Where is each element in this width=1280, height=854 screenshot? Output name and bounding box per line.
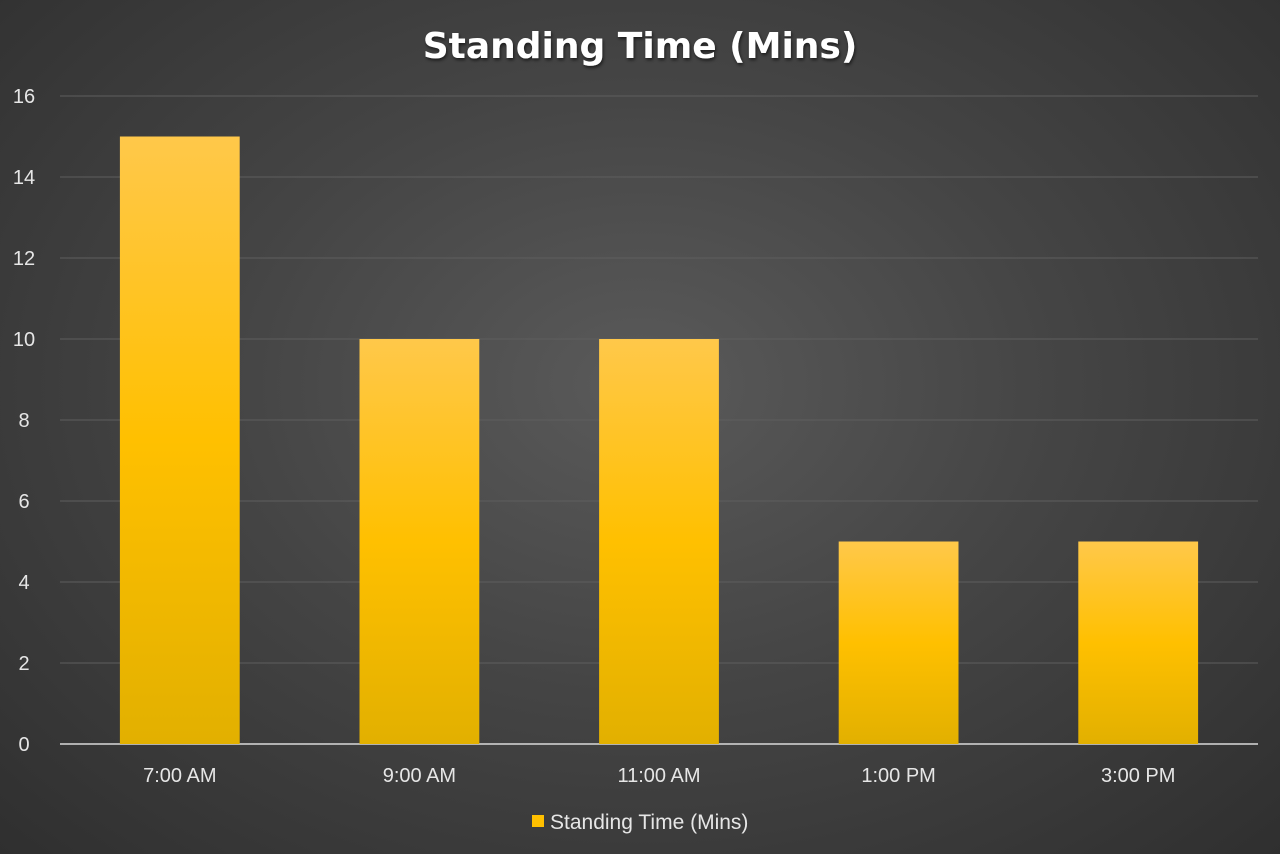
y-tick-label: 14	[13, 167, 35, 189]
legend: Standing Time (Mins)	[532, 811, 748, 834]
y-tick-label: 6	[18, 491, 29, 513]
y-tick-label: 4	[18, 572, 29, 594]
y-tick-label: 0	[18, 734, 29, 756]
bar	[119, 136, 240, 744]
bar	[359, 339, 480, 744]
bar	[838, 541, 959, 744]
y-tick-label: 10	[13, 329, 35, 351]
bar	[599, 339, 719, 744]
y-tick-label: 16	[13, 86, 35, 108]
y-tick-label: 12	[13, 248, 35, 270]
y-tick-label: 2	[18, 653, 29, 675]
x-tick-label: 11:00 AM	[617, 765, 700, 787]
x-tick-label: 9:00 AM	[383, 765, 456, 787]
y-tick-label: 8	[18, 410, 29, 432]
x-tick-label: 3:00 PM	[1101, 765, 1175, 787]
legend-swatch	[532, 815, 544, 827]
bars	[119, 136, 1199, 744]
legend-label: Standing Time (Mins)	[550, 811, 748, 834]
chart-title: Standing Time (Mins)	[423, 26, 858, 67]
x-tick-label: 7:00 AM	[143, 765, 216, 787]
bar	[1078, 541, 1199, 744]
y-axis-ticks: 0 2 4 6 8 10 12 14 16	[13, 86, 35, 756]
x-tick-label: 1:00 PM	[861, 765, 935, 787]
x-axis-ticks: 7:00 AM 9:00 AM 11:00 AM 1:00 PM 3:00 PM	[143, 765, 1175, 787]
